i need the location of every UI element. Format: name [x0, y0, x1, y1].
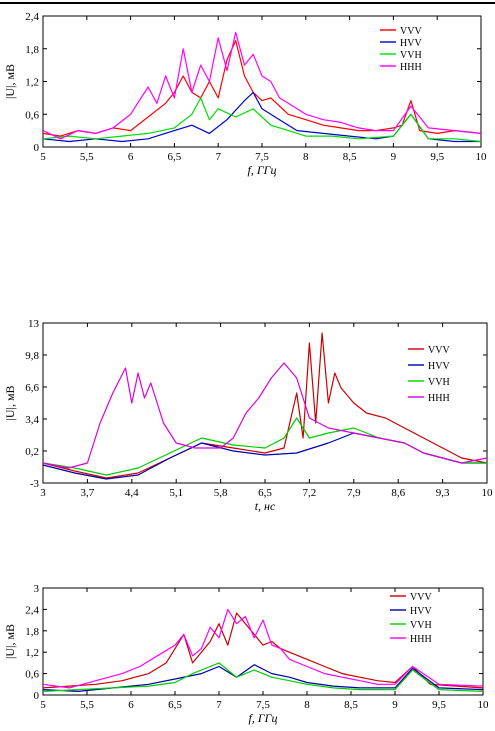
series-line-vvv: [42, 612, 484, 689]
y-tick-label: 1,8: [25, 626, 39, 638]
series-line-hhh: [42, 362, 488, 469]
y-tick-label: 3: [34, 583, 40, 595]
x-tick-label: 6: [128, 151, 134, 163]
x-tick-label: 7,5: [256, 699, 270, 711]
x-tick-label: 6,5: [168, 699, 182, 711]
legend-label-hhh: HHH: [428, 393, 450, 404]
x-tick-label: 9: [391, 151, 397, 163]
chart-2: 3 3,7 4,4 5,1 5,8 6,5 7,2 7,9 8,6 9,3 10 -3 0,2 3,4 6,…: [3, 318, 493, 513]
x-tick-label: 8,6: [391, 487, 405, 499]
x-tick-label: 7: [215, 151, 221, 163]
x-tick-label: 10: [478, 699, 490, 711]
x-tick-label: 5: [40, 699, 46, 711]
y-tick-label: 0: [34, 690, 40, 702]
x-tick-label: 9,5: [432, 699, 446, 711]
y-tick-label: 9,8: [25, 350, 39, 362]
x-tick-label: 7: [216, 699, 222, 711]
y-tick-label: 0,6: [25, 669, 39, 681]
y-tick-label: 2,4: [25, 11, 39, 23]
y-tick-label: -3: [30, 478, 40, 490]
x-tick-label: 5,5: [80, 151, 94, 163]
x-tick-label: 7,9: [347, 487, 361, 499]
series-line-vvh: [42, 417, 487, 476]
chart-1: 5 5,5 6 6,5 7 7,5 8 8,5 9 9,5 10 0 0,6 1,2 1,8 2,4 f, ГГ…: [3, 11, 487, 177]
x-tick-label: 3,7: [81, 487, 95, 499]
x-tick-label: 6: [128, 699, 134, 711]
x-tick-label: 8: [304, 699, 310, 711]
series-line-hvv: [42, 432, 487, 480]
y-tick-label: 2,4: [25, 604, 39, 616]
y-tick-label: 6,6: [25, 382, 39, 394]
series-line-hhh: [42, 608, 484, 689]
x-axis-label: f, ГГц: [249, 711, 278, 725]
x-tick-label: 7,2: [303, 487, 317, 499]
y-tick-label: 0,2: [25, 446, 39, 458]
series-line-hhh: [42, 31, 482, 140]
y-tick-label: 1,8: [25, 44, 39, 56]
x-tick-label: 5,8: [214, 487, 228, 499]
legend-label-hvv: HVV: [410, 606, 432, 617]
legend-label-vvv: VVV: [428, 345, 450, 356]
y-tick-label: 0,6: [25, 109, 39, 121]
plots-group: 5 5,5 6 6,5 7 7,5 8 8,5 9 9,5 10 0 0,6 1,2 1,8 2,4 f, ГГ…: [3, 11, 493, 725]
series-line-vvv: [42, 39, 482, 137]
x-tick-label: 9,5: [430, 151, 444, 163]
x-tick-label: 7,5: [255, 151, 269, 163]
series-line-vvv: [42, 332, 488, 479]
series-line-vvh: [42, 97, 482, 143]
y-axis-label: |U|, мВ: [3, 64, 17, 99]
x-tick-label: 6,5: [258, 487, 272, 499]
y-tick-label: 0: [34, 142, 40, 154]
legend-label-hhh: HHH: [400, 62, 422, 73]
legend-label-hhh: HHH: [410, 634, 432, 645]
series-line-hvv: [42, 664, 484, 693]
x-tick-label: 5: [40, 151, 46, 163]
x-tick-label: 9,3: [436, 487, 450, 499]
x-tick-label: 5,5: [80, 699, 94, 711]
legend-label-vvh: VVH: [400, 50, 422, 61]
x-tick-label: 8: [303, 151, 309, 163]
y-tick-label: 13: [28, 318, 40, 330]
x-tick-label: 9: [392, 699, 398, 711]
x-tick-label: 5,1: [169, 487, 183, 499]
legend-label-hvv: HVV: [400, 38, 422, 49]
x-axis-label: f, ГГц: [248, 163, 277, 177]
x-tick-label: 8,5: [343, 151, 357, 163]
x-tick-label: 3: [40, 487, 46, 499]
y-tick-label: 1,2: [25, 647, 39, 659]
x-tick-label: 4,4: [125, 487, 139, 499]
y-axis-label: |U|, мВ: [3, 624, 17, 659]
x-axis-label: t, нс: [255, 499, 276, 513]
x-tick-label: 10: [476, 151, 488, 163]
x-tick-label: 10: [482, 487, 494, 499]
legend-label-vvv: VVV: [410, 592, 432, 603]
legend-label-vvh: VVH: [410, 620, 432, 631]
y-tick-label: 1,2: [25, 77, 39, 89]
x-tick-label: 8,5: [344, 699, 358, 711]
y-tick-label: 3,4: [25, 414, 39, 426]
y-axis-label: |U|, мВ: [3, 385, 17, 420]
legend-label-vvh: VVH: [428, 377, 450, 388]
chart-3: 5 5,5 6 6,5 7 7,5 8 8,5 9 9,5 10 0 0,6 1,2 1,8 2,4 3 f, Г…: [3, 583, 489, 725]
x-tick-label: 6,5: [168, 151, 182, 163]
plot-frame: [42, 322, 488, 484]
series-line-vvh: [42, 662, 484, 692]
legend-label-vvv: VVV: [400, 26, 422, 37]
legend-label-hvv: HVV: [428, 361, 450, 372]
